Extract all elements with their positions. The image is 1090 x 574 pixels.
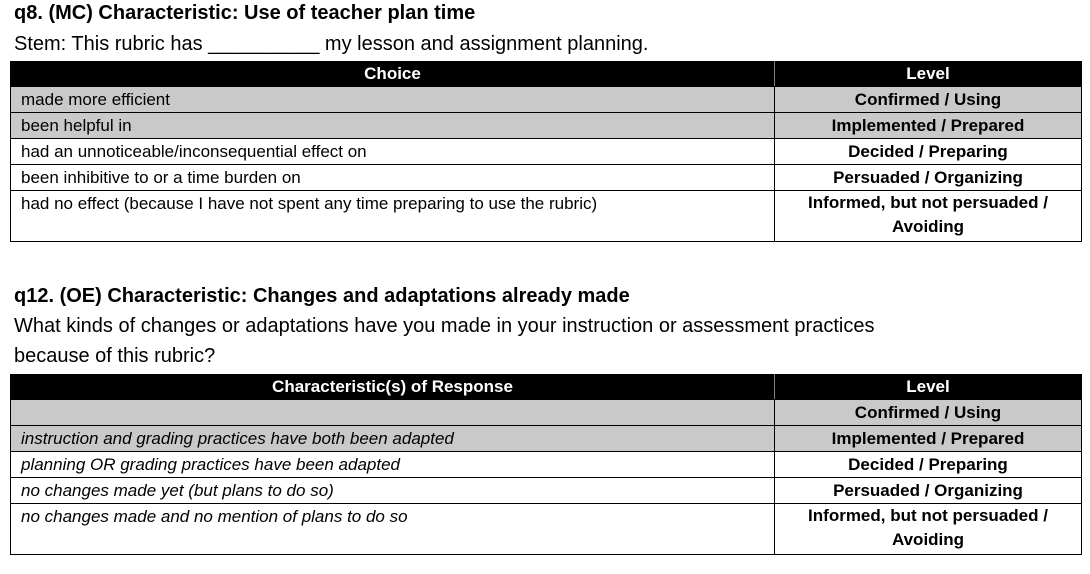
table-row: no changes made and no mention of plans … bbox=[10, 503, 1082, 555]
q12-rubric-table: Characteristic(s) of Response Level Conf… bbox=[10, 374, 1082, 555]
level-cell: Confirmed / Using bbox=[774, 86, 1082, 113]
table-row: had no effect (because I have not spent … bbox=[10, 190, 1082, 242]
table-header-row: Choice Level bbox=[10, 61, 1082, 87]
level-cell: Persuaded / Organizing bbox=[774, 164, 1082, 191]
table-row: been inhibitive to or a time burden on P… bbox=[10, 164, 1082, 191]
level-cell: Informed, but not persuaded / Avoiding bbox=[774, 503, 1082, 555]
choice-cell bbox=[10, 399, 775, 426]
table-row: Confirmed / Using bbox=[10, 399, 1082, 426]
column-header-level: Level bbox=[774, 61, 1082, 87]
q8-stem: Stem: This rubric has __________ my less… bbox=[14, 33, 649, 55]
level-line-2: Avoiding bbox=[891, 217, 965, 236]
q8-rubric-table: Choice Level made more efficient Confirm… bbox=[10, 61, 1082, 242]
q12-title: q12. (OE) Characteristic: Changes and ad… bbox=[14, 285, 630, 307]
table-row: been helpful in Implemented / Prepared bbox=[10, 112, 1082, 139]
level-cell: Decided / Preparing bbox=[774, 138, 1082, 165]
choice-cell: had no effect (because I have not spent … bbox=[10, 190, 775, 242]
level-cell: Persuaded / Organizing bbox=[774, 477, 1082, 504]
table-row: made more efficient Confirmed / Using bbox=[10, 86, 1082, 113]
level-line-1: Informed, but not persuaded / bbox=[808, 506, 1048, 525]
level-cell: Decided / Preparing bbox=[774, 451, 1082, 478]
choice-cell: instruction and grading practices have b… bbox=[10, 425, 775, 452]
choice-cell: no changes made yet (but plans to do so) bbox=[10, 477, 775, 504]
level-cell: Informed, but not persuaded / Avoiding bbox=[774, 190, 1082, 242]
choice-cell: no changes made and no mention of plans … bbox=[10, 503, 775, 555]
choice-cell: been inhibitive to or a time burden on bbox=[10, 164, 775, 191]
choice-cell: planning OR grading practices have been … bbox=[10, 451, 775, 478]
table-row: instruction and grading practices have b… bbox=[10, 425, 1082, 452]
choice-cell: made more efficient bbox=[10, 86, 775, 113]
choice-cell: been helpful in bbox=[10, 112, 775, 139]
level-line-2: Avoiding bbox=[891, 530, 965, 549]
level-line-1: Informed, but not persuaded / bbox=[808, 193, 1048, 212]
table-header-row: Characteristic(s) of Response Level bbox=[10, 374, 1082, 400]
table-row: planning OR grading practices have been … bbox=[10, 451, 1082, 478]
column-header-choice: Choice bbox=[10, 61, 775, 87]
level-cell: Confirmed / Using bbox=[774, 399, 1082, 426]
q8-title: q8. (MC) Characteristic: Use of teacher … bbox=[14, 2, 476, 24]
level-cell: Implemented / Prepared bbox=[774, 112, 1082, 139]
table-row: no changes made yet (but plans to do so)… bbox=[10, 477, 1082, 504]
level-cell: Implemented / Prepared bbox=[774, 425, 1082, 452]
column-header-characteristics: Characteristic(s) of Response bbox=[10, 374, 775, 400]
column-header-level: Level bbox=[774, 374, 1082, 400]
q12-stem: What kinds of changes or adaptations hav… bbox=[14, 315, 875, 367]
table-row: had an unnoticeable/inconsequential effe… bbox=[10, 138, 1082, 165]
choice-cell: had an unnoticeable/inconsequential effe… bbox=[10, 138, 775, 165]
